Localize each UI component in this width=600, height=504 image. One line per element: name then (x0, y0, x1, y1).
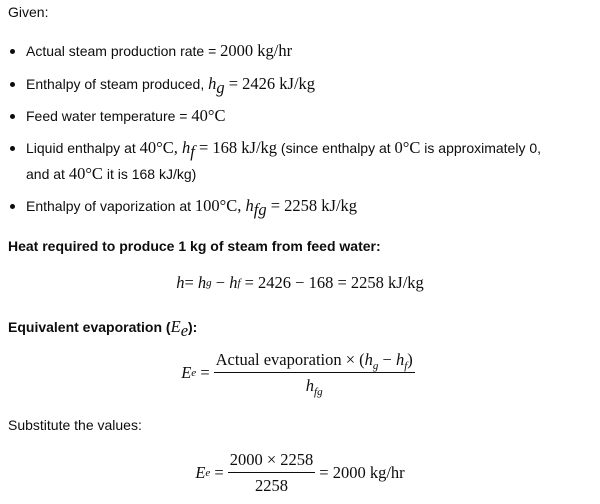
list-item: Enthalpy of steam produced, hg = 2426 kJ… (10, 71, 315, 97)
fraction: 2000 × 2258 2258 (227, 450, 316, 495)
list-item: Actual steam production rate = 2000 kg/h… (10, 38, 292, 64)
fraction: Actual evaporation × (hg − hf) hfg (213, 350, 415, 398)
heat-heading: Heat required to produce 1 kg of steam f… (8, 238, 381, 254)
list-item: Enthalpy of vaporization at 100°C, hfg =… (10, 193, 357, 219)
given-label: Given: (8, 4, 49, 20)
substitute-label: Substitute the values: (8, 417, 142, 433)
list-item: Liquid enthalpy at 40°C, hf = 168 kJ/kg … (10, 135, 541, 187)
list-item: Feed water temperature = 40°C (10, 103, 225, 129)
ee-heading: Equivalent evaporation (Ee): (8, 317, 198, 340)
